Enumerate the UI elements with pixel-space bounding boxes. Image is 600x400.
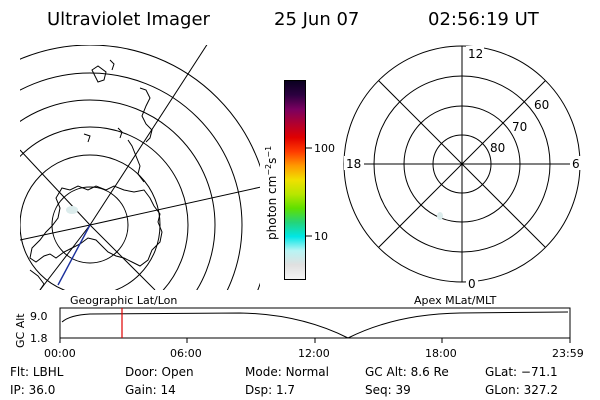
altitude-curve	[61, 311, 569, 339]
timeline-xtick: 18:00	[425, 347, 457, 360]
color-scale	[284, 80, 306, 280]
status-door: Door: Open	[125, 365, 194, 379]
aurora-patch	[66, 206, 78, 214]
instrument-title: Ultraviolet Imager	[47, 9, 211, 30]
timeline-xtick: 12:00	[298, 347, 330, 360]
meridian-line	[20, 149, 91, 226]
coastline	[139, 87, 153, 143]
status-mode: Mode: Normal	[245, 365, 329, 379]
meridian-line	[20, 224, 91, 241]
meridian-line	[89, 45, 208, 226]
mlt-line	[378, 80, 546, 248]
latitude-circle	[20, 154, 161, 290]
color-scale-gradient	[285, 81, 305, 279]
latitude-circle	[20, 99, 216, 290]
timeline-xtick: 23:59	[552, 347, 584, 360]
mlat-circle	[373, 75, 551, 253]
mlat-label: 70	[512, 120, 527, 134]
mlat-label: 60	[534, 98, 549, 112]
status-gc-alt: GC Alt: 8.6 Re	[365, 365, 449, 379]
mlt-label-noon: 12	[468, 47, 483, 61]
mlt-line	[378, 80, 546, 248]
meridian-line	[39, 224, 91, 290]
color-scale-tick-label: 100	[314, 142, 335, 155]
mlat-circle	[343, 45, 581, 283]
mlat-circle	[403, 105, 521, 223]
coastline	[127, 139, 145, 183]
mlat-circle	[432, 134, 492, 194]
coastline	[91, 65, 107, 83]
timeline-ytick: 9.0	[30, 310, 48, 323]
timeline-xtick: 06:00	[170, 347, 202, 360]
status-dsp: Dsp: 1.7	[245, 383, 295, 397]
color-scale-unit: photon cm−2s−1	[264, 146, 279, 240]
latitude-circle	[20, 45, 260, 290]
color-scale-tick-label: 10	[314, 230, 328, 243]
latitude-circle	[20, 126, 189, 290]
geographic-label: Geographic Lat/Lon	[70, 294, 177, 307]
mlt-label-dawn: 6	[572, 157, 580, 171]
satellite-track	[57, 224, 91, 286]
status-flt: Flt: LBHL	[10, 365, 64, 379]
coastline	[29, 185, 163, 267]
coastline	[29, 269, 45, 290]
timeline-xtick: 00:00	[44, 347, 76, 360]
aurora-patch	[437, 212, 443, 220]
status-ip: IP: 36.0	[10, 383, 55, 397]
coastline	[83, 133, 91, 143]
meridian-line	[89, 186, 260, 226]
coastline	[117, 127, 123, 139]
mlat-label: 80	[490, 141, 505, 155]
latitude-circle	[20, 72, 243, 290]
date-label: 25 Jun 07	[274, 9, 359, 30]
apex-label: Apex MLat/MLT	[414, 294, 497, 307]
status-seq: Seq: 39	[365, 383, 411, 397]
header: Ultraviolet Imager 25 Jun 07 02:56:19 UT	[47, 9, 540, 30]
mlt-label-dusk: 18	[346, 157, 361, 171]
mlt-label-midnight: 0	[468, 277, 476, 291]
time-label: 02:56:19 UT	[428, 9, 540, 30]
status-glon: GLon: 327.2	[485, 383, 558, 397]
latitude-circle	[51, 186, 129, 264]
status-gain: Gain: 14	[125, 383, 176, 397]
status-glat: GLat: −71.1	[485, 365, 558, 379]
meridian-line	[89, 224, 156, 290]
coastline	[109, 59, 115, 71]
timeline-frame	[59, 307, 571, 339]
timeline-ytick: 1.8	[30, 332, 48, 345]
timeline-ylabel: GC Alt	[14, 313, 27, 348]
